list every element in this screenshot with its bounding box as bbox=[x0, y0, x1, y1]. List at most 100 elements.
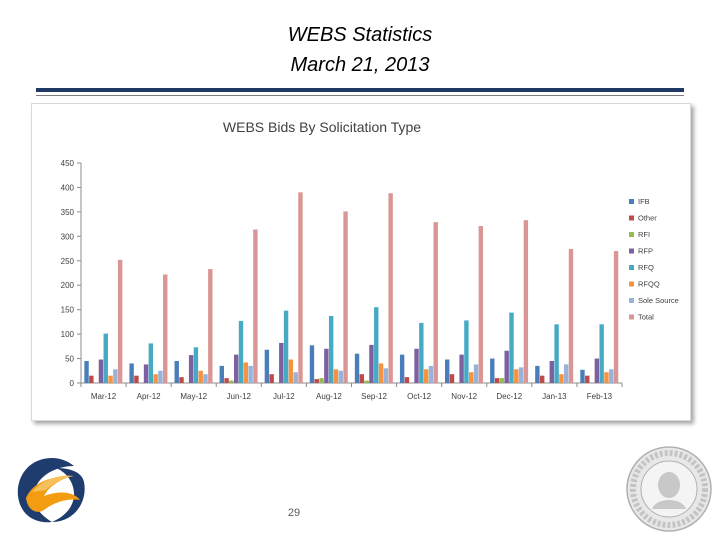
bar bbox=[163, 274, 168, 383]
legend-label: Sole Source bbox=[638, 296, 679, 305]
bar bbox=[158, 370, 163, 383]
x-tick-label: Apr-12 bbox=[137, 392, 162, 401]
chart-frame: WEBS Bids By Solicitation Type 0 50 100 150 2… bbox=[31, 103, 691, 421]
bar bbox=[539, 375, 545, 383]
y-tick-label: 150 bbox=[61, 306, 75, 315]
bar-chart: WEBS Bids By Solicitation Type 0 50 100 150 2… bbox=[61, 119, 679, 401]
bar bbox=[319, 378, 324, 383]
bar bbox=[374, 307, 379, 383]
bar bbox=[233, 354, 239, 383]
x-tick-label: Jan-13 bbox=[542, 392, 567, 401]
x-tick-label: Aug-12 bbox=[316, 392, 342, 401]
bar bbox=[84, 361, 89, 383]
bar bbox=[338, 370, 343, 383]
bar bbox=[378, 363, 384, 383]
bar bbox=[279, 342, 284, 383]
legend-label: Other bbox=[638, 214, 657, 223]
bar bbox=[293, 372, 298, 383]
bar bbox=[134, 375, 139, 383]
bar bbox=[98, 359, 104, 383]
chart-title: WEBS Bids By Solicitation Type bbox=[223, 119, 421, 135]
slide-title: WEBS Statistics bbox=[287, 24, 433, 46]
legend-label: IFB bbox=[638, 197, 650, 206]
bar bbox=[499, 378, 505, 383]
bar bbox=[179, 377, 184, 383]
bar bbox=[248, 365, 253, 383]
x-tick-label: Dec-12 bbox=[496, 392, 522, 401]
bar bbox=[604, 372, 609, 383]
x-tick-label: Nov-12 bbox=[451, 392, 477, 401]
bar bbox=[253, 229, 258, 383]
bar bbox=[193, 347, 199, 383]
bar bbox=[269, 374, 274, 383]
bar bbox=[388, 193, 393, 383]
bar bbox=[585, 375, 590, 383]
bar bbox=[404, 377, 410, 383]
bar bbox=[504, 350, 509, 383]
bar bbox=[559, 374, 564, 383]
bar bbox=[490, 358, 495, 383]
bar bbox=[523, 220, 529, 383]
legend-label: Total bbox=[638, 313, 654, 322]
legend-swatch bbox=[629, 298, 634, 303]
bar bbox=[288, 359, 294, 383]
bar bbox=[514, 369, 519, 383]
bar bbox=[478, 226, 484, 383]
bar bbox=[549, 361, 554, 383]
bar bbox=[359, 374, 365, 383]
y-tick-label: 400 bbox=[61, 183, 75, 192]
legend-label: RFQQ bbox=[638, 280, 660, 289]
legend-swatch bbox=[629, 199, 634, 204]
bar bbox=[309, 345, 315, 383]
bar bbox=[354, 353, 360, 383]
bar bbox=[419, 322, 424, 383]
legend-label: RFI bbox=[638, 230, 650, 239]
legend-label: RFQ bbox=[638, 263, 654, 272]
bar bbox=[198, 370, 203, 383]
bar bbox=[153, 374, 158, 383]
bar bbox=[414, 348, 419, 383]
legend-swatch bbox=[629, 265, 634, 270]
legend-swatch bbox=[629, 281, 634, 287]
bar bbox=[449, 374, 455, 383]
bar bbox=[594, 358, 600, 383]
bar bbox=[117, 259, 123, 383]
x-tick-label: Feb-13 bbox=[587, 392, 613, 401]
bar bbox=[445, 359, 450, 383]
bar bbox=[208, 269, 213, 383]
title-rule-thin bbox=[36, 95, 684, 96]
bar bbox=[238, 320, 244, 383]
bar bbox=[535, 365, 540, 383]
title-rule bbox=[36, 88, 684, 92]
y-tick-label: 350 bbox=[61, 208, 75, 217]
bar bbox=[509, 312, 514, 383]
bar bbox=[554, 324, 559, 383]
x-tick-label: Mar-12 bbox=[91, 392, 117, 401]
legend-swatch bbox=[629, 215, 634, 221]
bar bbox=[563, 364, 569, 383]
bar bbox=[464, 320, 469, 383]
bar bbox=[129, 363, 134, 383]
y-tick-label: 0 bbox=[70, 379, 75, 388]
bar bbox=[103, 333, 108, 383]
bar bbox=[314, 379, 319, 383]
bar bbox=[174, 361, 179, 383]
bar bbox=[599, 324, 604, 383]
bar bbox=[328, 316, 334, 383]
bar bbox=[108, 375, 113, 383]
bar bbox=[324, 348, 329, 383]
legend-swatch bbox=[629, 232, 634, 237]
bar bbox=[229, 380, 234, 383]
y-tick-label: 250 bbox=[61, 257, 75, 266]
y-tick-label: 50 bbox=[65, 355, 74, 364]
bar bbox=[518, 367, 524, 383]
bar bbox=[89, 375, 94, 383]
bar bbox=[283, 310, 289, 383]
bar bbox=[148, 343, 154, 383]
legend-swatch bbox=[629, 314, 634, 320]
bar bbox=[469, 372, 474, 383]
bar bbox=[609, 369, 614, 383]
x-tick-label: Jul-12 bbox=[273, 392, 295, 401]
legend-label: RFP bbox=[638, 247, 653, 256]
y-tick-label: 450 bbox=[61, 159, 75, 168]
